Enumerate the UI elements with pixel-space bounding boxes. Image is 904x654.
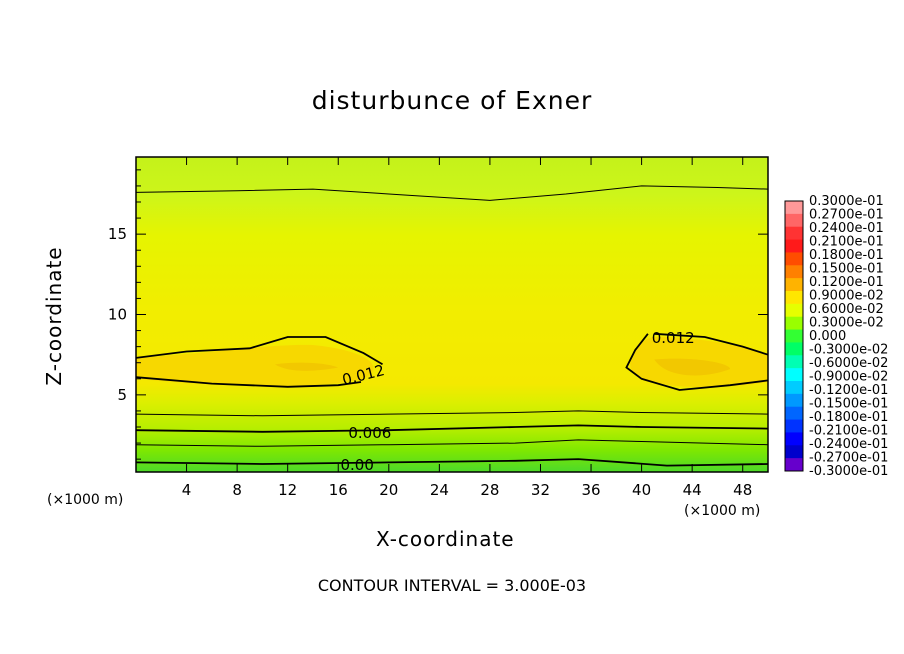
contour-field — [136, 157, 768, 472]
warm-region — [136, 344, 374, 387]
y-tick-label: 5 — [117, 386, 127, 404]
colorbar-label: 0.9000e-02 — [809, 289, 884, 304]
colorbar-swatch — [785, 278, 803, 292]
x-axis-label: X-coordinate — [376, 527, 515, 551]
colorbar-swatch — [785, 458, 803, 472]
contour-line — [135, 424, 769, 433]
colorbar-label: 0.2400e-01 — [809, 221, 884, 236]
y-axis-ticks: 5 10 15 — [108, 169, 768, 460]
contour-label: 0.00 — [340, 456, 373, 474]
colorbar-swatch — [785, 355, 803, 369]
colorbar-label: -0.3000e-02 — [809, 343, 888, 358]
contour-lines — [135, 185, 769, 467]
colorbar-label: -0.9000e-02 — [809, 370, 888, 385]
x-tick-label: 48 — [733, 481, 752, 499]
contour-interval-note: CONTOUR INTERVAL = 3.000E-03 — [317, 576, 587, 595]
contour-label: 0.012 — [652, 329, 695, 347]
x-tick-label: 8 — [232, 481, 242, 499]
colorbar-swatch — [785, 406, 803, 421]
colorbar-label: -0.2400e-01 — [809, 437, 888, 452]
colorbar-swatch — [785, 368, 803, 382]
colorbar-swatch — [785, 419, 803, 433]
colorbar-label: 0.6000e-02 — [809, 302, 884, 317]
colorbar-label: 0.1800e-01 — [809, 248, 884, 263]
x-unit-label-left: (×1000 m) — [47, 492, 124, 508]
colorbar-label: -0.2700e-01 — [809, 451, 888, 466]
contour-line — [135, 376, 362, 388]
x-tick-label: 12 — [278, 481, 297, 499]
y-axis-label: Z-coordinate — [42, 246, 66, 386]
colorbar-swatch — [785, 303, 803, 318]
colorbar-label: -0.1500e-01 — [809, 397, 888, 412]
colorbar-label: -0.6000e-02 — [809, 356, 888, 371]
colorbar-label: 0.000 — [809, 329, 846, 344]
colorbar-swatch — [785, 291, 803, 305]
x-tick-label: 4 — [182, 481, 192, 499]
x-unit-label-right: (×1000 m) — [684, 503, 761, 519]
contour-line — [625, 333, 769, 391]
x-tick-label: 16 — [329, 481, 348, 499]
x-tick-label: 28 — [480, 481, 499, 499]
colorbar-swatch — [785, 226, 803, 241]
colorbar-label: 0.2700e-01 — [809, 208, 884, 223]
colorbar-label: -0.3000e-01 — [809, 464, 888, 479]
chart-title: disturbunce of Exner — [311, 86, 593, 115]
colorbar-label: 0.3000e-01 — [809, 194, 884, 209]
colorbar-swatch — [785, 316, 803, 331]
x-tick-label: 24 — [430, 481, 449, 499]
contour-label: 0.006 — [348, 424, 391, 442]
colorbar-label: -0.1200e-01 — [809, 383, 888, 398]
contour-line — [135, 439, 769, 447]
x-axis-ticks: 4 8 12 16 20 24 28 32 36 40 44 48 — [182, 157, 752, 499]
colorbar-swatch — [785, 265, 803, 279]
colorbar-label: 0.1200e-01 — [809, 275, 884, 290]
x-tick-label: 40 — [632, 481, 651, 499]
colorbar-label: -0.2100e-01 — [809, 424, 888, 439]
x-tick-label: 36 — [581, 481, 600, 499]
colorbar-swatch — [785, 252, 803, 266]
colorbar-swatch — [785, 445, 803, 459]
contour-line — [654, 332, 769, 356]
colorbar-swatch — [785, 239, 803, 253]
colorbar-swatch — [785, 432, 803, 446]
colorbar-label: 0.1500e-01 — [809, 262, 884, 277]
warm-region — [275, 362, 339, 371]
colorbar-swatch — [785, 342, 803, 356]
contour-line — [135, 458, 769, 467]
warm-regions — [136, 337, 768, 388]
y-tick-label: 15 — [108, 225, 127, 243]
contour-line — [135, 410, 769, 417]
warm-region — [654, 358, 731, 376]
colorbar-label: 0.3000e-02 — [809, 316, 884, 331]
contour-line — [135, 336, 383, 366]
colorbar-swatch — [785, 213, 803, 228]
x-tick-label: 32 — [531, 481, 550, 499]
colorbar-swatch — [785, 393, 803, 408]
colorbar-label: 0.2100e-01 — [809, 235, 884, 250]
contour-line — [135, 185, 769, 201]
y-tick-label: 10 — [108, 306, 127, 324]
colorbar-label: -0.1800e-01 — [809, 410, 888, 425]
x-tick-label: 44 — [683, 481, 702, 499]
colorbar-frame — [784, 200, 804, 472]
colorbar-swatch — [785, 381, 803, 395]
colorbar-swatch — [785, 329, 803, 343]
colorbar: 0.3000e-010.2700e-010.2400e-010.2100e-01… — [784, 194, 888, 479]
x-tick-label: 20 — [379, 481, 398, 499]
colorbar-swatch — [785, 201, 803, 215]
